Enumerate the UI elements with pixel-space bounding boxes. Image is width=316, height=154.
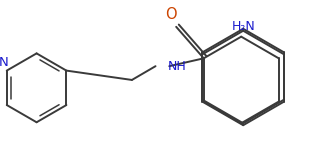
Text: O: O xyxy=(166,7,177,22)
Text: NH: NH xyxy=(167,60,186,73)
Text: H₂N: H₂N xyxy=(231,20,255,33)
Text: N: N xyxy=(0,56,9,69)
